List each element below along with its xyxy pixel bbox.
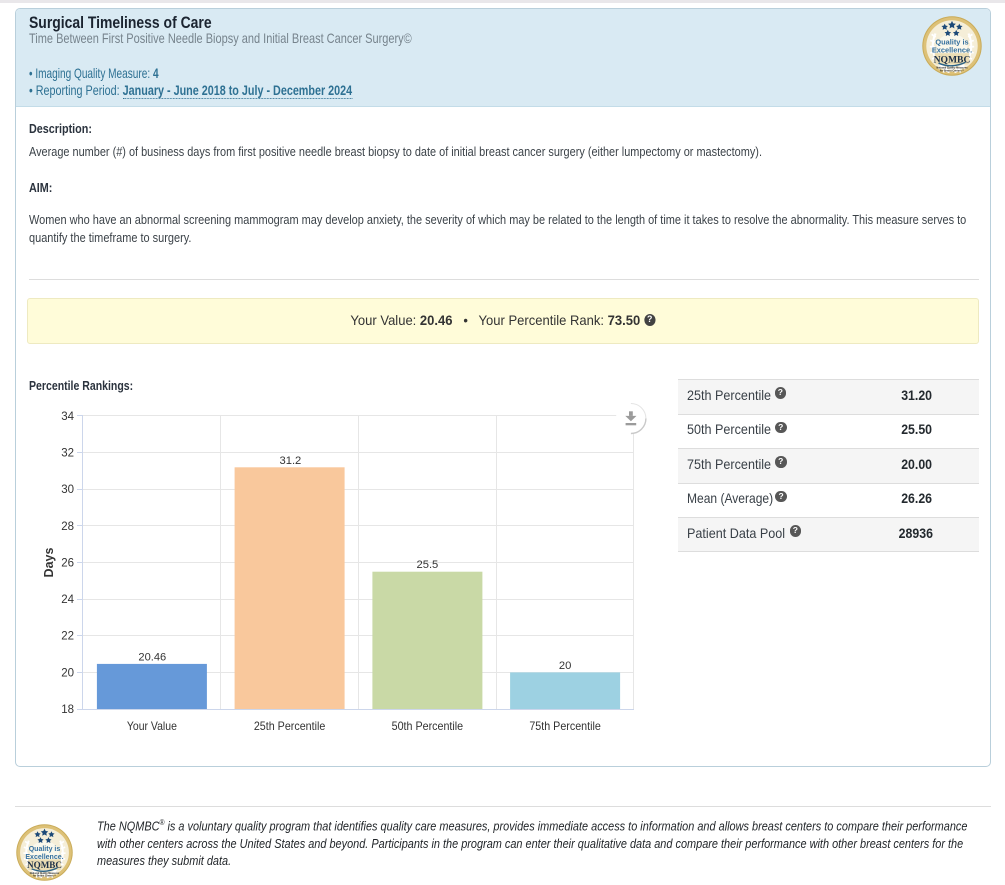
svg-text:75th Percentile: 75th Percentile (529, 719, 601, 733)
svg-text:Quality is: Quality is (935, 38, 968, 47)
svg-text:34: 34 (61, 411, 74, 423)
svg-text:Excellence.: Excellence. (25, 854, 63, 861)
svg-text:NQMBC: NQMBC (934, 54, 971, 65)
svg-text:Excellence.: Excellence. (932, 46, 972, 55)
svg-text:24: 24 (61, 594, 74, 606)
svg-text:Days: Days (42, 548, 56, 578)
svg-text:for Breast Centers™: for Breast Centers™ (940, 69, 965, 72)
svg-text:National Quality Measures: National Quality Measures (30, 872, 60, 875)
svg-text:32: 32 (61, 448, 74, 460)
svg-text:18: 18 (61, 704, 74, 716)
svg-text:25th Percentile: 25th Percentile (254, 719, 326, 733)
svg-text:20.46: 20.46 (138, 651, 166, 663)
svg-text:Your Value: Your Value (127, 719, 177, 733)
svg-text:20: 20 (559, 660, 572, 672)
svg-text:for Breast Centers™: for Breast Centers™ (33, 875, 56, 878)
svg-text:50th Percentile: 50th Percentile (392, 719, 464, 733)
svg-text:20: 20 (61, 667, 74, 679)
svg-text:National Quality Measures: National Quality Measures (936, 67, 968, 70)
svg-text:NQMBC: NQMBC (27, 860, 62, 870)
svg-text:25.5: 25.5 (417, 559, 439, 571)
svg-text:Quality is: Quality is (29, 846, 61, 853)
svg-text:31.2: 31.2 (280, 455, 302, 467)
svg-text:28: 28 (61, 521, 74, 533)
svg-text:26: 26 (61, 558, 74, 570)
svg-text:22: 22 (61, 631, 74, 643)
svg-text:30: 30 (61, 484, 74, 496)
